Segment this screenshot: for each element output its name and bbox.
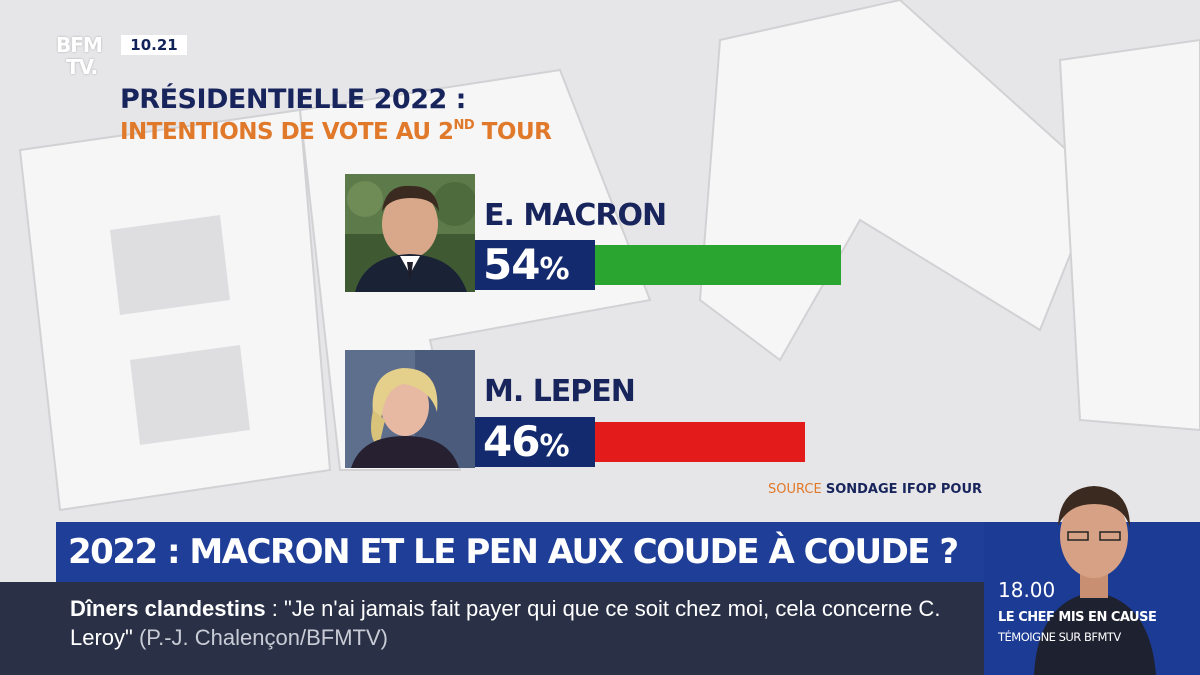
logo-line2: TV. bbox=[66, 55, 98, 79]
subtitle-end: TOUR bbox=[474, 119, 552, 145]
presenter-photo bbox=[1034, 486, 1156, 675]
subtitle-sup: ND bbox=[453, 118, 475, 133]
graphic-title: PRÉSIDENTIELLE 2022 : bbox=[120, 84, 466, 115]
program-time: 18.00 bbox=[998, 578, 1056, 602]
logo-line1: BFM bbox=[56, 33, 103, 57]
bfmtv-logo: BFM TV. bbox=[56, 34, 122, 86]
bar-macron bbox=[595, 245, 841, 285]
source-text: SONDAGE IFOP POUR LE JDD bbox=[825, 482, 982, 497]
program-subtitle: TÉMOIGNE SUR BFMTV bbox=[998, 630, 1121, 644]
source-note: SOURCE SONDAGE IFOP POUR LE JDD bbox=[768, 482, 982, 497]
ticker-quote: "Je n'ai jamais fait payer qui que ce so… bbox=[70, 596, 941, 650]
program-title: LE CHEF MIS EN CAUSE bbox=[998, 610, 1157, 625]
value-label-lepen: 46% bbox=[475, 417, 595, 467]
ticker-topic: Dîners clandestins bbox=[70, 596, 266, 621]
value-label-macron: 54% bbox=[475, 240, 595, 290]
news-ticker: Dîners clandestins : "Je n'ai jamais fai… bbox=[0, 582, 984, 675]
graphic-subtitle: INTENTIONS DE VOTE AU 2ND TOUR bbox=[120, 118, 552, 145]
value-lepen: 46 bbox=[483, 417, 540, 466]
macron-photo bbox=[345, 174, 475, 292]
upcoming-program-panel: 18.00 LE CHEF MIS EN CAUSE TÉMOIGNE SUR … bbox=[984, 460, 1200, 675]
ticker-separator: : bbox=[265, 596, 284, 621]
candidate-name-macron: E. MACRON bbox=[484, 198, 667, 233]
headline-banner: 2022 : MACRON ET LE PEN AUX COUDE À COUD… bbox=[56, 522, 984, 582]
lepen-photo bbox=[345, 350, 475, 468]
percent-sign: % bbox=[539, 252, 569, 287]
clock: 10.21 bbox=[121, 35, 187, 55]
value-macron: 54 bbox=[483, 240, 540, 289]
source-label: SOURCE bbox=[768, 482, 822, 497]
ticker-credit: (P.-J. Chalençon/BFMTV) bbox=[132, 625, 388, 650]
bar-lepen bbox=[595, 422, 805, 462]
candidate-name-lepen: M. LEPEN bbox=[484, 374, 636, 409]
percent-sign: % bbox=[539, 429, 569, 464]
subtitle-text: INTENTIONS DE VOTE AU 2 bbox=[120, 119, 454, 145]
